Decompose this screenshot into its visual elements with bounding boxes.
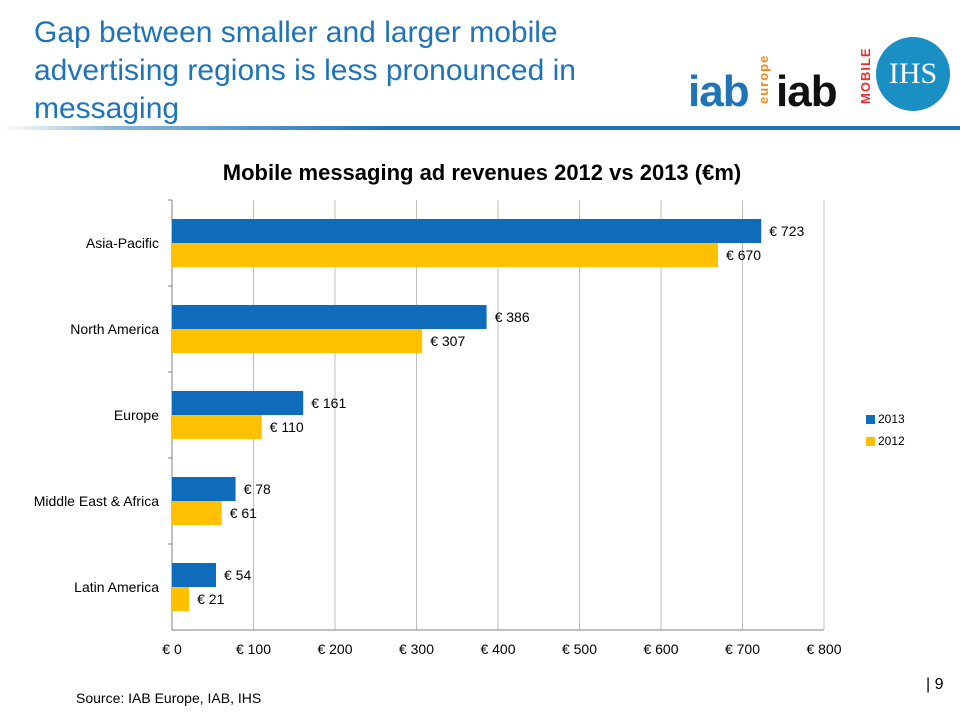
x-tick-label: € 0 — [162, 641, 182, 657]
category-label: Europe — [114, 407, 159, 423]
data-label: € 670 — [726, 247, 761, 263]
title-divider — [0, 126, 960, 130]
iab-europe-logo-text: iab — [688, 67, 750, 116]
bar-2013-latin-america — [172, 563, 217, 587]
x-tick-label: € 300 — [399, 641, 434, 657]
category-label: Middle East & Africa — [34, 493, 159, 509]
data-label: € 161 — [311, 395, 346, 411]
page-number: | 9 — [926, 676, 944, 693]
iab-mobile-logo-text: iab — [776, 67, 838, 116]
bar-2013-middle-east-africa — [172, 477, 236, 501]
bar-2012-middle-east-africa — [172, 501, 222, 525]
data-label: € 110 — [270, 419, 304, 435]
legend-item-2012: 2012 — [866, 430, 905, 452]
ihs-logo: IHS — [876, 37, 950, 111]
chart-title: Mobile messaging ad revenues 2012 vs 201… — [222, 160, 742, 185]
legend-swatch-2013 — [866, 414, 875, 424]
category-label: Asia-Pacific — [86, 235, 159, 251]
x-tick-label: € 800 — [806, 641, 841, 657]
bar-2013-asia-pacific — [172, 219, 762, 243]
legend-label-2013: 2013 — [878, 412, 905, 426]
bar-2012-north-america — [172, 329, 423, 353]
x-tick-label: € 700 — [725, 641, 760, 657]
bar-2012-latin-america — [172, 587, 190, 611]
data-label: € 61 — [230, 505, 257, 521]
data-label: € 21 — [197, 591, 224, 607]
data-label: € 723 — [769, 223, 804, 239]
slide-title: Gap between smaller and larger mobile ad… — [34, 16, 576, 125]
legend-item-2013: 2013 — [866, 408, 905, 430]
category-label: Latin America — [74, 579, 159, 595]
x-tick-label: € 500 — [562, 641, 597, 657]
data-label: € 54 — [224, 567, 251, 583]
category-label: North America — [70, 321, 159, 337]
bar-2013-north-america — [172, 305, 487, 329]
data-label: € 307 — [430, 333, 465, 349]
x-tick-label: € 200 — [317, 641, 352, 657]
iab-europe-logo: iab — [688, 67, 750, 116]
chart-legend: 2013 2012 — [866, 408, 905, 452]
data-label: € 78 — [244, 481, 271, 497]
legend-swatch-2012 — [866, 436, 875, 446]
x-tick-label: € 600 — [643, 641, 678, 657]
iab-mobile-logo: iab — [776, 67, 838, 116]
legend-label-2012: 2012 — [878, 434, 905, 448]
ihs-logo-text: IHS — [888, 57, 938, 90]
data-label: € 386 — [495, 309, 530, 325]
x-tick-label: € 100 — [236, 641, 271, 657]
bar-2013-europe — [172, 391, 304, 415]
x-tick-label: € 400 — [480, 641, 515, 657]
bar-2012-europe — [172, 415, 262, 439]
source-note: Source: IAB Europe, IAB, IHS — [76, 690, 262, 706]
bar-2012-asia-pacific — [172, 243, 719, 267]
